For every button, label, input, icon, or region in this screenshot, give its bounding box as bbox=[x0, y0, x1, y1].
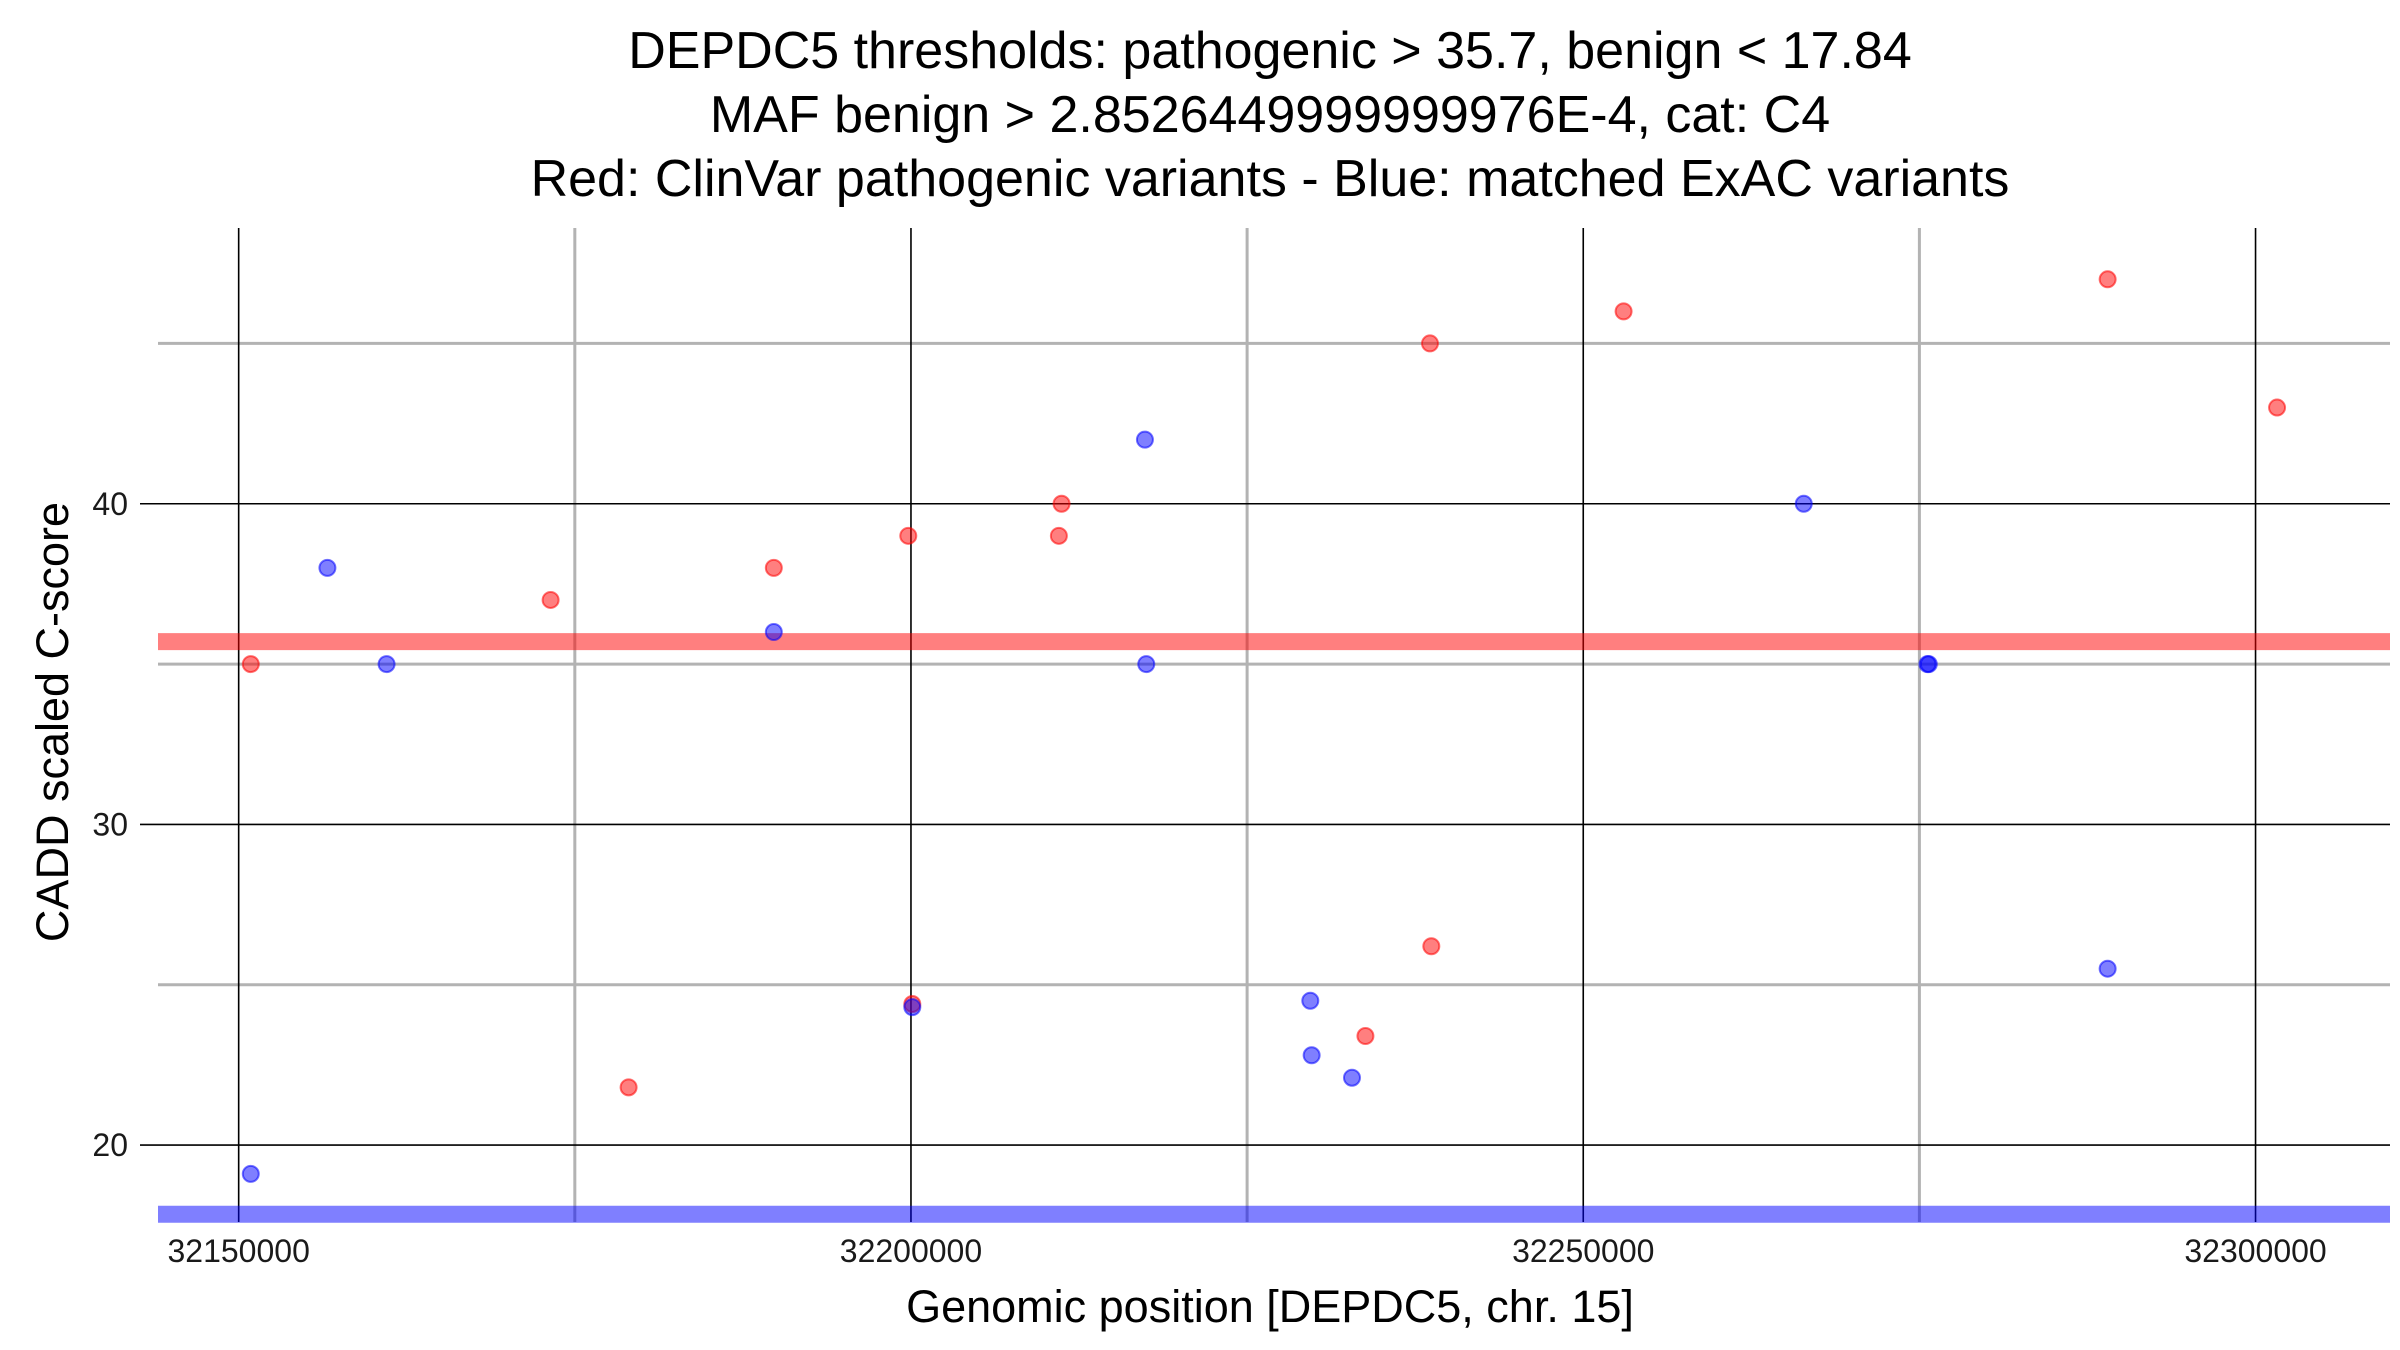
y-tick-label: 20 bbox=[92, 1127, 128, 1163]
pathogenic-variant-point bbox=[2268, 398, 2287, 417]
y-tick-label: 40 bbox=[92, 486, 128, 522]
benign-variant-point bbox=[1137, 655, 1156, 674]
benign-variant-point bbox=[1302, 1046, 1321, 1065]
tick-labels: 32150000 32200000 32250000 32300000 20 30 40 bbox=[92, 486, 2326, 1269]
x-tick-label: 32300000 bbox=[2184, 1233, 2326, 1269]
pathogenic-variant-point bbox=[1052, 494, 1071, 513]
benign-variant-point bbox=[903, 998, 922, 1017]
chart-title-line-2: MAF benign > 2.8526449999999976E-4, cat:… bbox=[710, 86, 1830, 144]
benign-variant-point bbox=[377, 655, 396, 674]
benign-variant-point bbox=[1301, 991, 1320, 1010]
pathogenic-variant-point bbox=[2098, 270, 2117, 289]
benign-variant-point bbox=[1135, 430, 1154, 449]
chart-title-line-1: DEPDC5 thresholds: pathogenic > 35.7, be… bbox=[628, 22, 1912, 80]
pathogenic-variant-point bbox=[764, 558, 783, 577]
pathogenic-variant-point bbox=[241, 655, 260, 674]
pathogenic-variant-point bbox=[1614, 302, 1633, 321]
benign-variant-point bbox=[764, 623, 783, 642]
x-tick-label: 32200000 bbox=[840, 1233, 982, 1269]
grid-lines bbox=[158, 228, 2390, 1222]
benign-variant-point bbox=[241, 1164, 260, 1183]
chart-title-line-3: Red: ClinVar pathogenic variants - Blue:… bbox=[531, 150, 2010, 208]
benign-variant-point bbox=[1794, 494, 1813, 513]
benign-variant-point bbox=[2098, 959, 2117, 978]
pathogenic-variant-point bbox=[1420, 334, 1439, 353]
benign-variant-point bbox=[1919, 655, 1938, 674]
pathogenic-variant-point bbox=[541, 590, 560, 609]
threshold-lines bbox=[158, 633, 2390, 1223]
pathogenic-variant-point bbox=[619, 1078, 638, 1097]
x-tick-label: 32250000 bbox=[1512, 1233, 1654, 1269]
pathogenic-variant-point bbox=[1049, 526, 1068, 545]
pathogenic-variant-point bbox=[1356, 1027, 1375, 1046]
y-tick-label: 30 bbox=[92, 806, 128, 842]
x-axis-title: Genomic position [DEPDC5, chr. 15] bbox=[906, 1281, 1634, 1332]
benign-variant-point bbox=[318, 558, 337, 577]
benign-variant-point bbox=[1342, 1068, 1361, 1087]
y-axis-title: CADD scaled C-score bbox=[27, 502, 78, 942]
x-tick-label: 32150000 bbox=[167, 1233, 309, 1269]
data-points bbox=[241, 270, 2287, 1183]
pathogenic-variant-point bbox=[1422, 937, 1441, 956]
pathogenic-variant-point bbox=[899, 526, 918, 545]
